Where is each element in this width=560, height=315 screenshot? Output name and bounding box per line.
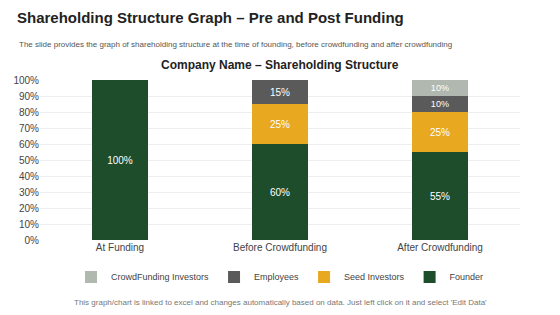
svg-text:90%: 90% bbox=[19, 91, 39, 102]
svg-text:60%: 60% bbox=[270, 187, 290, 198]
svg-text:100%: 100% bbox=[107, 155, 133, 166]
svg-text:CrowdFunding Investors: CrowdFunding Investors bbox=[111, 272, 209, 282]
svg-text:60%: 60% bbox=[19, 139, 39, 150]
svg-text:100%: 100% bbox=[13, 75, 39, 86]
svg-text:10%: 10% bbox=[431, 99, 449, 109]
svg-text:Before Crowdfunding: Before Crowdfunding bbox=[233, 242, 327, 253]
svg-text:The slide provides the graph o: The slide provides the graph of sharehol… bbox=[19, 40, 452, 49]
svg-text:Founder: Founder bbox=[450, 272, 484, 282]
svg-text:15%: 15% bbox=[270, 87, 290, 98]
svg-text:25%: 25% bbox=[430, 127, 450, 138]
svg-text:25%: 25% bbox=[270, 119, 290, 130]
svg-text:30%: 30% bbox=[19, 187, 39, 198]
svg-text:40%: 40% bbox=[19, 171, 39, 182]
svg-text:Seed Investors: Seed Investors bbox=[344, 272, 405, 282]
svg-text:10%: 10% bbox=[431, 83, 449, 93]
svg-text:10%: 10% bbox=[19, 219, 39, 230]
svg-text:Company Name – Shareholding St: Company Name – Shareholding Structure bbox=[161, 58, 399, 72]
svg-text:Shareholding Structure Graph –: Shareholding Structure Graph – Pre and P… bbox=[17, 9, 404, 26]
svg-text:70%: 70% bbox=[19, 123, 39, 134]
svg-text:20%: 20% bbox=[19, 203, 39, 214]
svg-text:55%: 55% bbox=[430, 191, 450, 202]
svg-text:0%: 0% bbox=[25, 235, 40, 246]
svg-text:After Crowdfunding: After Crowdfunding bbox=[397, 242, 483, 253]
svg-text:At Funding: At Funding bbox=[96, 242, 144, 253]
svg-text:50%: 50% bbox=[19, 155, 39, 166]
svg-text:This graph/chart is linked to: This graph/chart is linked to excel and … bbox=[74, 298, 487, 307]
svg-text:Employees: Employees bbox=[254, 272, 299, 282]
svg-text:80%: 80% bbox=[19, 107, 39, 118]
